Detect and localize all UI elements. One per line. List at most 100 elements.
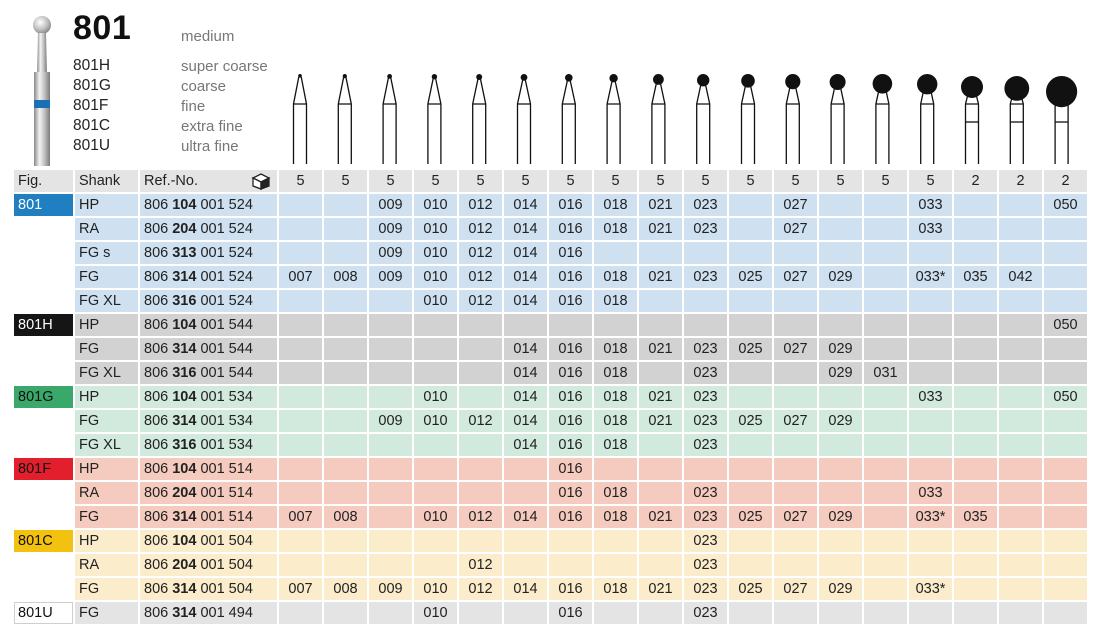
- shank-cell: RA: [75, 218, 138, 240]
- variant-code: 801G: [73, 77, 111, 94]
- variant-grit: ultra fine: [181, 138, 239, 155]
- table-row: 801F HP 806 104 001 514 016: [14, 458, 1087, 480]
- size-cell: [594, 530, 637, 552]
- fig-header: Fig.: [14, 170, 73, 192]
- fig-cell: 801G: [14, 386, 73, 408]
- size-cell: 014: [504, 506, 547, 528]
- size-cell: [1044, 506, 1087, 528]
- pack-quantity: 5: [774, 170, 817, 192]
- variant-grit: super coarse: [181, 58, 268, 75]
- table-row: 801 HP 806 104 001 524 009 010 012 014 016 018 02…: [14, 194, 1087, 216]
- fig-cell: 801H: [14, 314, 73, 336]
- size-cell: [369, 530, 412, 552]
- shank-cell: HP: [75, 458, 138, 480]
- size-cell: [279, 194, 322, 216]
- size-cell: [999, 482, 1042, 504]
- size-cell: [594, 314, 637, 336]
- ref-number-part: 001 504: [196, 533, 253, 549]
- variant-code: 801C: [73, 117, 111, 134]
- size-cell: [819, 218, 862, 240]
- size-cell: [909, 362, 952, 384]
- size-cell: [639, 482, 682, 504]
- ref-number-part: 806: [144, 437, 173, 453]
- variant-tag: 801U: [18, 605, 53, 621]
- size-cell: [819, 290, 862, 312]
- size-cell: 027: [774, 410, 817, 432]
- ref-number-part: 204: [172, 485, 197, 501]
- size-cell: [414, 338, 457, 360]
- size-cell: [279, 410, 322, 432]
- size-cell: [639, 242, 682, 264]
- size-cell: [324, 410, 367, 432]
- size-cell: 029: [819, 362, 862, 384]
- ref-number-part: 313: [172, 245, 197, 261]
- size-cell: [954, 554, 997, 576]
- ref-number-cell: 806 314 001 524: [140, 266, 277, 288]
- size-cell: [324, 242, 367, 264]
- ref-number-cell: 806 314 001 544: [140, 338, 277, 360]
- bur-product-image: [33, 16, 51, 166]
- size-cell: [324, 338, 367, 360]
- ref-number-cell: 806 104 001 544: [140, 314, 277, 336]
- size-cell: 016: [549, 338, 592, 360]
- ref-number-part: 314: [172, 509, 197, 525]
- ref-number-cell: 806 204 001 524: [140, 218, 277, 240]
- size-cell: [414, 530, 457, 552]
- size-cell: [729, 434, 772, 456]
- ref-number-part: 001 544: [196, 317, 253, 333]
- table-row: RA 806 204 001 514 016 018 023 033: [14, 482, 1087, 504]
- fig-cell: [14, 338, 73, 360]
- size-cell: [549, 554, 592, 576]
- size-cell: [999, 242, 1042, 264]
- pack-quantity: 5: [819, 170, 862, 192]
- size-cell: 007: [279, 266, 322, 288]
- size-cell: [324, 530, 367, 552]
- size-cell: [459, 602, 502, 624]
- ref-number-part: 001 524: [196, 197, 253, 213]
- size-cell: 018: [594, 194, 637, 216]
- ref-number-part: 806: [144, 341, 173, 357]
- pack-quantity: 5: [324, 170, 367, 192]
- size-cell: [1044, 554, 1087, 576]
- size-cell: [324, 218, 367, 240]
- ref-number-cell: 806 316 001 544: [140, 362, 277, 384]
- table-row: FG XL 806 316 001 544 014 016 018 023 029 031: [14, 362, 1087, 384]
- size-cell: [324, 554, 367, 576]
- ref-number-part: 806: [144, 413, 173, 429]
- size-cell: [369, 482, 412, 504]
- size-cell: [819, 482, 862, 504]
- size-cell: [774, 290, 817, 312]
- ref-number-part: 104: [172, 533, 197, 549]
- size-cell: 023: [684, 482, 727, 504]
- bur-silhouette: [872, 74, 893, 164]
- ref-number-part: 001 534: [196, 437, 253, 453]
- variant-code: 801H: [73, 57, 111, 74]
- size-cell: 009: [369, 410, 412, 432]
- size-cell: [954, 458, 997, 480]
- size-cell: [369, 458, 412, 480]
- size-cell: 012: [459, 410, 502, 432]
- size-cell: 025: [729, 506, 772, 528]
- ref-number-part: 001 504: [196, 581, 253, 597]
- size-cell: [459, 530, 502, 552]
- size-cell: 050: [1044, 314, 1087, 336]
- size-cell: [864, 458, 907, 480]
- ref-number-part: 001 534: [196, 413, 253, 429]
- ref-number-part: 806: [144, 197, 173, 213]
- size-cell: [414, 458, 457, 480]
- size-cell: 008: [324, 506, 367, 528]
- package-icon: [251, 173, 271, 190]
- size-cell: 029: [819, 506, 862, 528]
- size-cell: [909, 530, 952, 552]
- bur-silhouette: [337, 74, 352, 164]
- size-cell: 016: [549, 434, 592, 456]
- size-cell: [954, 290, 997, 312]
- size-cell: [999, 554, 1042, 576]
- size-cell: [279, 530, 322, 552]
- size-cell: [999, 410, 1042, 432]
- size-cell: 018: [594, 218, 637, 240]
- size-cell: 050: [1044, 194, 1087, 216]
- size-cell: [279, 458, 322, 480]
- ref-number-cell: 806 104 001 504: [140, 530, 277, 552]
